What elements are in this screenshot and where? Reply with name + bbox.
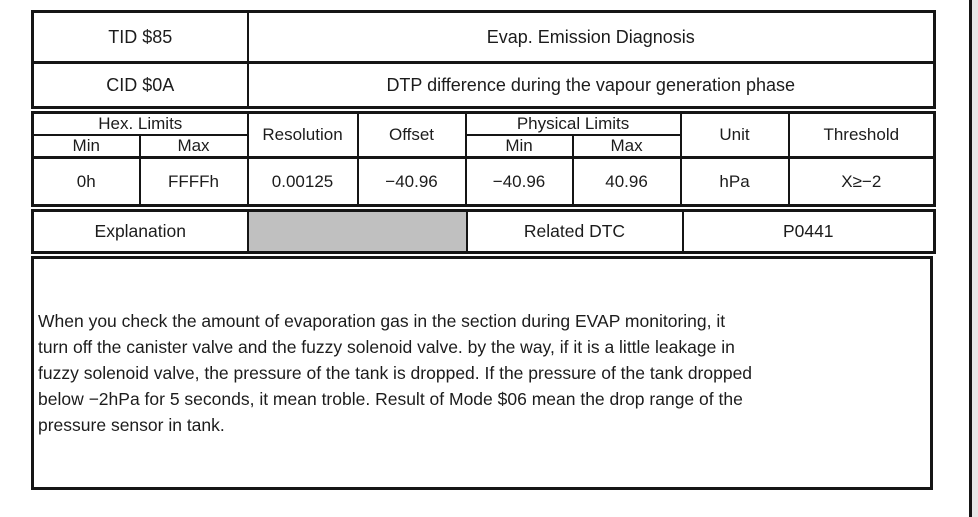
related-dtc-value-cell: P0441: [681, 209, 936, 254]
hex-max-header: Max: [138, 134, 249, 159]
id-rows-table: TID $85 Evap. Emission Diagnosis CID $0A…: [31, 10, 936, 109]
hex-limits-header: Hex. Limits: [31, 111, 249, 136]
related-dtc-label-cell: Related DTC: [465, 209, 684, 254]
phys-min-header: Min: [464, 134, 574, 159]
cid-label-cell: CID $0A: [31, 61, 249, 109]
phys-max-header: Max: [571, 134, 682, 159]
explanation-gray-cell: [246, 209, 468, 254]
description-paragraph: When you check the amount of evaporation…: [38, 311, 753, 435]
diagnostic-spec-table: TID $85 Evap. Emission Diagnosis CID $0A…: [31, 10, 937, 490]
physical-limits-header: Physical Limits: [464, 111, 682, 136]
unit-value: hPa: [679, 156, 790, 207]
tid-title-cell: Evap. Emission Diagnosis: [246, 10, 936, 64]
phys-min-value: −40.96: [464, 156, 574, 207]
page-edge-line: [969, 0, 972, 517]
offset-value: −40.96: [356, 156, 467, 207]
resolution-header: Resolution: [246, 111, 359, 159]
tid-label-cell: TID $85: [31, 10, 249, 64]
description-box: When you check the amount of evaporation…: [31, 256, 933, 490]
threshold-header: Threshold: [787, 111, 936, 159]
limits-grid-table: Hex. Limits Resolution Offset Physical L…: [31, 111, 937, 207]
phys-max-value: 40.96: [571, 156, 682, 207]
hex-min-header: Min: [31, 134, 141, 159]
hex-max-value: FFFFh: [138, 156, 249, 207]
explanation-label-cell: Explanation: [31, 209, 249, 254]
resolution-value: 0.00125: [246, 156, 359, 207]
unit-header: Unit: [679, 111, 790, 159]
explanation-row-table: Explanation Related DTC P0441: [31, 209, 936, 254]
hex-min-value: 0h: [31, 156, 141, 207]
cid-title-cell: DTP difference during the vapour generat…: [246, 61, 936, 109]
threshold-value: X≥−2: [787, 156, 936, 207]
page-edge-strip: [972, 0, 978, 517]
offset-header: Offset: [356, 111, 467, 159]
